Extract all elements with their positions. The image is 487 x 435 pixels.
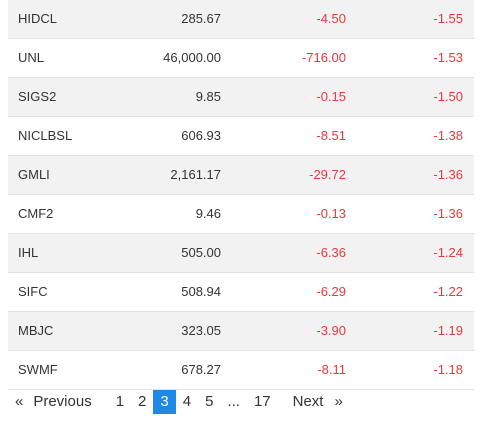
change: -6.29 [316,284,346,299]
change: -6.36 [316,245,346,260]
table-row: SWMF 678.27 -8.11 -1.18 [8,351,474,390]
percent-change: -1.36 [433,167,463,182]
symbol: SWMF [18,362,58,377]
table-row: HIDCL 285.67 -4.50 -1.55 [8,0,474,39]
page-link[interactable]: 3 [153,390,176,414]
symbol: UNL [18,50,45,65]
page-link[interactable]: 2 [138,393,147,410]
change: -716.00 [301,50,346,65]
price: 508.94 [181,284,221,299]
percent-change: -1.36 [433,206,463,221]
page-link[interactable]: 17 [253,393,271,410]
symbol: GMLI [18,167,50,182]
table-row: UNL 46,000.00 -716.00 -1.53 [8,39,474,78]
table-row: SIFC 508.94 -6.29 -1.22 [8,273,474,312]
percent-change: -1.18 [433,362,463,377]
change: -8.11 [317,362,346,377]
symbol: CMF2 [18,206,54,221]
price: 285.67 [181,11,221,26]
table-row: NICLBSL 606.93 -8.51 -1.38 [8,117,474,156]
percent-change: -1.55 [433,11,463,26]
table-row: GMLI 2,161.17 -29.72 -1.36 [8,156,474,195]
percent-change: -1.38 [433,128,463,143]
change: -0.15 [316,89,346,104]
price: 323.05 [181,323,221,338]
symbol: HIDCL [18,11,58,26]
price: 46,000.00 [163,50,221,65]
change: -29.72 [309,167,346,182]
price: 9.85 [195,89,221,104]
percent-change: -1.19 [433,323,463,338]
page-link[interactable]: Next [292,393,324,410]
price: 678.27 [181,362,221,377]
percent-change: -1.53 [433,50,463,65]
table-row: SIGS2 9.85 -0.15 -1.50 [8,78,474,117]
symbol: SIGS2 [18,89,57,104]
symbol: MBJC [18,323,54,338]
price: 606.93 [181,128,221,143]
page-link[interactable]: ... [227,393,240,410]
percent-change: -1.24 [433,245,463,260]
change: -3.90 [316,323,346,338]
table-row: MBJC 323.05 -3.90 -1.19 [8,312,474,351]
symbol: NICLBSL [18,128,73,143]
page-link[interactable]: « [15,393,24,410]
symbol: IHL [18,245,39,260]
table-row: IHL 505.00 -6.36 -1.24 [8,234,474,273]
percent-change: -1.22 [433,284,463,299]
page-link[interactable]: » [334,393,343,410]
table-row: CMF2 9.46 -0.13 -1.36 [8,195,474,234]
percent-change: -1.50 [433,89,463,104]
change: -4.50 [316,11,346,26]
price: 2,161.17 [170,167,221,182]
page-link[interactable]: 1 [115,393,125,410]
symbol: SIFC [18,284,48,299]
change: -8.51 [316,128,346,143]
price: 9.46 [195,206,221,221]
change: -0.13 [316,206,346,221]
price: 505.00 [181,245,221,260]
page-link[interactable]: Previous [33,393,92,410]
page-link[interactable]: 4 [182,393,192,410]
pagination: « Previous 1 2 3 4 5... 17 Next » [8,390,350,414]
page-link[interactable]: 5 [205,393,214,410]
stock-table: HIDCL 285.67 -4.50 -1.55 UNL 46,000.00 -716.00… [8,0,474,390]
